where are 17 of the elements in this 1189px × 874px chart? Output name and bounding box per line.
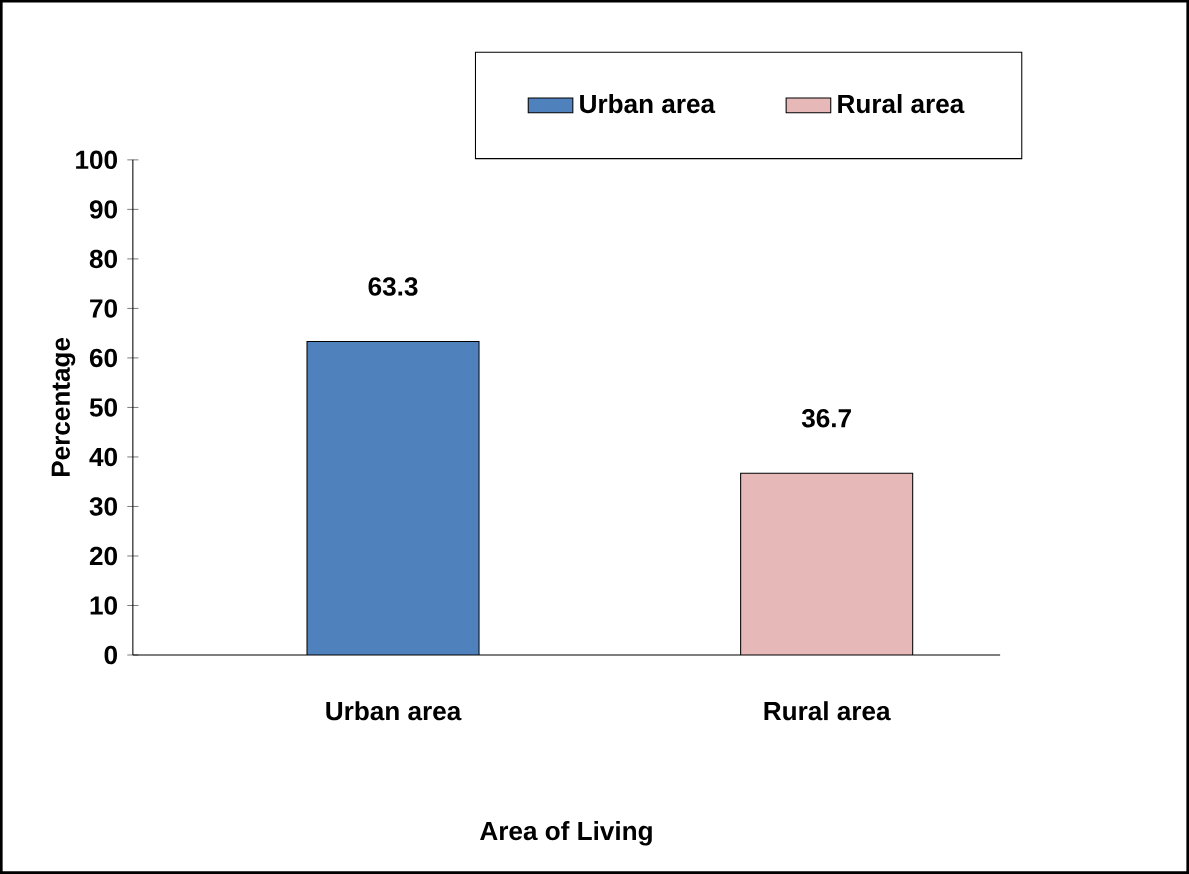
y-tick-label: 50 <box>89 398 117 417</box>
y-tick-label: 60 <box>89 348 117 368</box>
y-tick-label: 70 <box>90 299 117 318</box>
legend-label: Urban area <box>580 94 716 114</box>
data-label: 36.7 <box>801 409 851 428</box>
x-axis-title: Area of Living <box>480 821 652 846</box>
y-tick-label: 90 <box>89 200 117 219</box>
y-tick-label: 100 <box>76 150 117 170</box>
data-label: 63.3 <box>368 277 418 296</box>
y-tick-label: 20 <box>89 546 117 566</box>
y-axis-title: Percentage <box>51 337 76 477</box>
y-tick-label: 10 <box>90 596 117 615</box>
legend-label: Rural area <box>838 94 965 114</box>
y-tick-label: 80 <box>89 249 117 269</box>
y-tick-label: 30 <box>89 497 117 516</box>
y-tick-label: 0 <box>104 645 118 665</box>
y-tick-label: 40 <box>89 447 117 467</box>
